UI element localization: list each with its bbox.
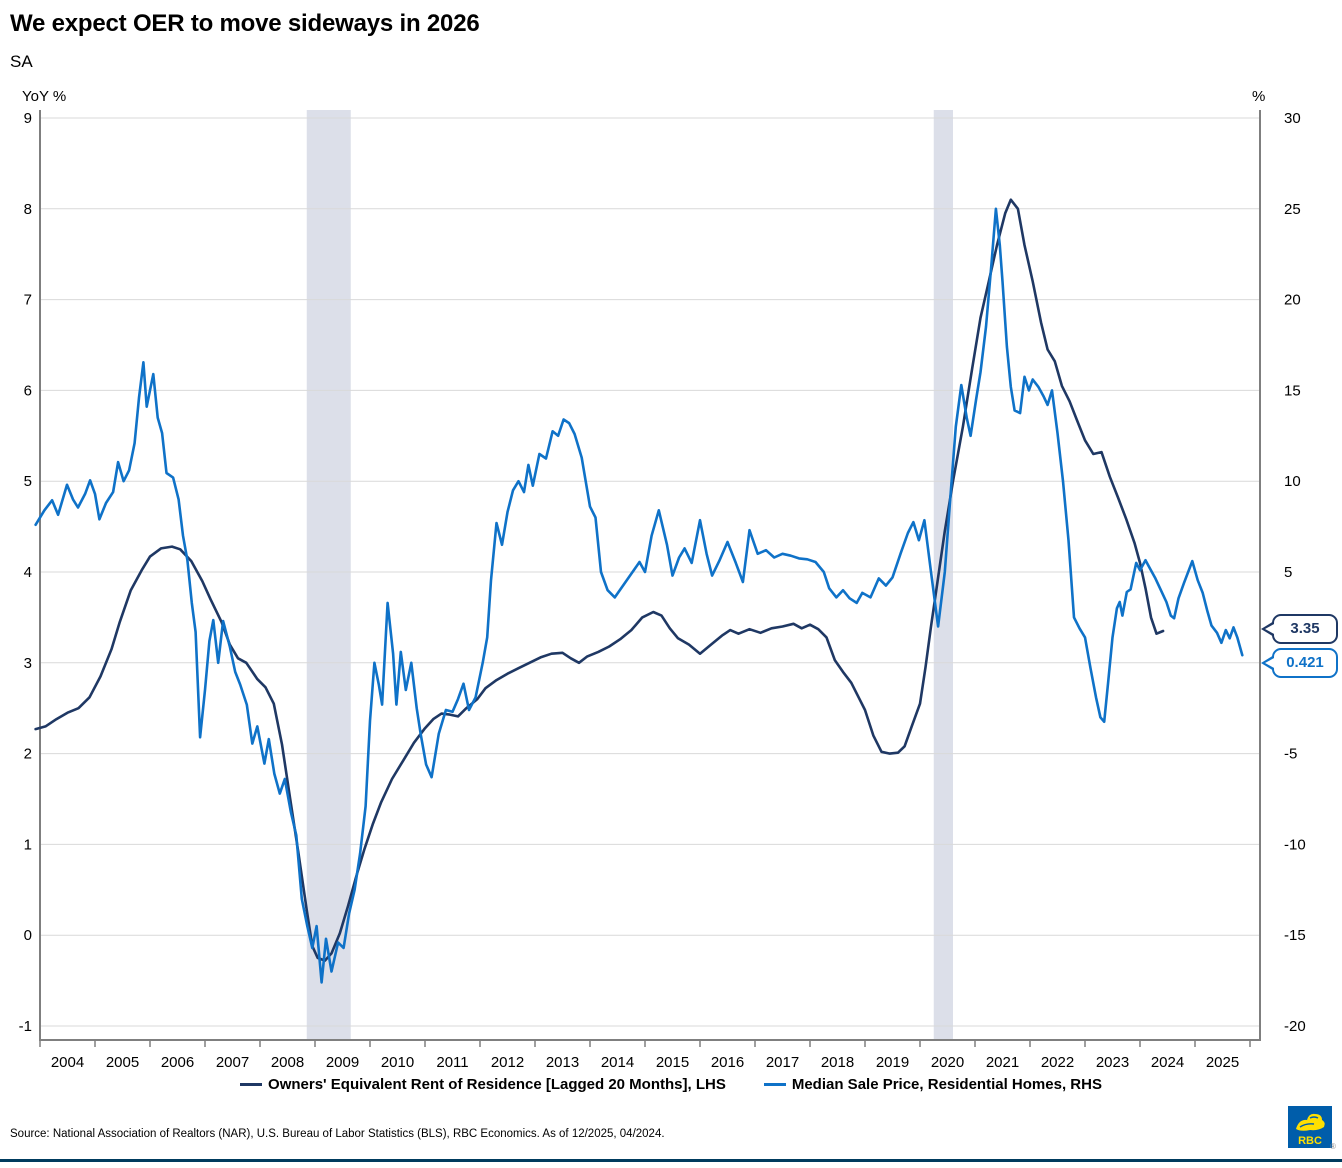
x-axis-tick-label: 2015 <box>656 1054 689 1071</box>
footer-rule <box>0 1159 1342 1162</box>
left-axis-tick-label: 5 <box>24 473 32 490</box>
page-title: We expect OER to move sideways in 2026 <box>10 10 480 37</box>
chart-legend: Owners' Equivalent Rent of Residence [La… <box>0 1076 1342 1093</box>
right-axis-tick-label: -20 <box>1284 1018 1306 1035</box>
rbc-logo-image: RBC <box>1288 1106 1332 1148</box>
x-axis-tick-label: 2007 <box>216 1054 249 1071</box>
left-axis-tick-label: 3 <box>24 655 32 672</box>
right-axis-tick-label: -10 <box>1284 836 1306 853</box>
x-axis-tick-label: 2004 <box>51 1054 84 1071</box>
right-axis-tick-label: 5 <box>1284 564 1292 581</box>
right-axis-tick-label: 20 <box>1284 292 1301 309</box>
right-axis-tick-label: 25 <box>1284 201 1301 218</box>
x-axis-tick-label: 2025 <box>1206 1054 1239 1071</box>
left-axis-tick-label: 7 <box>24 292 32 309</box>
left-axis-unit-label: YoY % <box>22 88 67 105</box>
x-axis-tick-label: 2005 <box>106 1054 139 1071</box>
right-axis-tick-label: 10 <box>1284 473 1301 490</box>
last-value-callout-oer: 3.35 <box>1261 614 1338 644</box>
x-axis-tick-label: 2024 <box>1151 1054 1184 1071</box>
x-axis-tick-label: 2018 <box>821 1054 854 1071</box>
last-value-callout-median-price: 0.421 <box>1261 648 1338 678</box>
legend-label-oer: Owners' Equivalent Rent of Residence [La… <box>268 1076 726 1093</box>
x-axis-tick-label: 2020 <box>931 1054 964 1071</box>
left-axis-tick-label: 6 <box>24 382 32 399</box>
recession-band <box>306 110 351 1040</box>
left-axis-tick-label: 2 <box>24 746 32 763</box>
source-note: Source: National Association of Realtors… <box>10 1128 665 1140</box>
line-chart: 9876543210-1302520151050-5-10-15-2020042… <box>0 82 1342 1072</box>
left-axis-tick-label: 8 <box>24 201 32 218</box>
x-axis-tick-label: 2023 <box>1096 1054 1129 1071</box>
x-axis-tick-label: 2010 <box>381 1054 414 1071</box>
x-axis-tick-label: 2021 <box>986 1054 1019 1071</box>
chart-canvas: 9876543210-1302520151050-5-10-15-2020042… <box>19 110 1306 1071</box>
legend-item-oer: Owners' Equivalent Rent of Residence [La… <box>240 1076 726 1093</box>
right-axis-tick-label: 15 <box>1284 382 1301 399</box>
left-axis-tick-label: 4 <box>24 564 32 581</box>
series-line-oer <box>34 198 1165 962</box>
svg-text:RBC: RBC <box>1298 1135 1322 1147</box>
rbc-logo: RBC <box>1288 1106 1332 1148</box>
registered-trademark: ® <box>1330 1142 1336 1151</box>
right-axis-tick-label: 30 <box>1284 110 1301 127</box>
right-axis-unit-label: % <box>1252 88 1266 105</box>
legend-label-median-price: Median Sale Price, Residential Homes, RH… <box>791 1076 1102 1093</box>
right-axis-tick-label: -5 <box>1284 746 1297 763</box>
legend-item-median-price: Median Sale Price, Residential Homes, RH… <box>763 1076 1102 1093</box>
last-value-median-price: 0.421 <box>1286 654 1324 671</box>
x-axis-tick-label: 2022 <box>1041 1054 1074 1071</box>
legend-swatch-oer <box>240 1083 263 1086</box>
x-axis-tick-label: 2008 <box>271 1054 304 1071</box>
x-axis-tick-label: 2017 <box>766 1054 799 1071</box>
series-line-median-price <box>34 207 1244 984</box>
left-axis-tick-label: 9 <box>24 110 32 127</box>
right-axis-tick-label: -15 <box>1284 927 1306 944</box>
legend-swatch-median-price <box>763 1083 786 1086</box>
x-axis-tick-label: 2019 <box>876 1054 909 1071</box>
x-axis-tick-label: 2013 <box>546 1054 579 1071</box>
left-axis-tick-label: 1 <box>24 836 32 853</box>
x-axis-tick-label: 2006 <box>161 1054 194 1071</box>
chart-subtitle: SA <box>10 52 33 71</box>
x-axis-tick-label: 2009 <box>326 1054 359 1071</box>
x-axis-tick-label: 2014 <box>601 1054 634 1071</box>
left-axis-tick-label: -1 <box>19 1018 32 1035</box>
x-axis-tick-label: 2012 <box>491 1054 524 1071</box>
last-value-oer: 3.35 <box>1290 620 1320 637</box>
x-axis-tick-label: 2016 <box>711 1054 744 1071</box>
left-axis-tick-label: 0 <box>24 927 32 944</box>
x-axis-tick-label: 2011 <box>436 1054 468 1071</box>
